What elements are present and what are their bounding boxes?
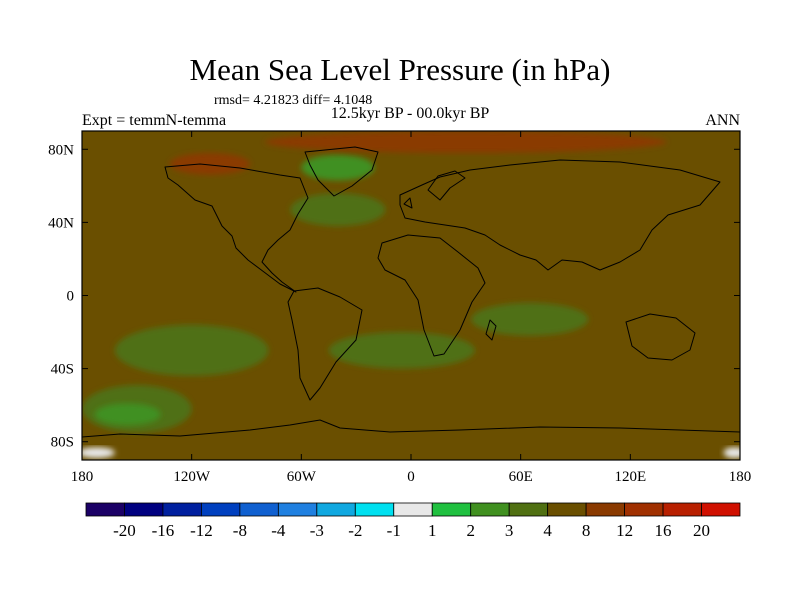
region-n-atlantic-3to4 — [290, 193, 386, 227]
colorbar-box — [701, 502, 741, 517]
y-tick-label: 80S — [51, 435, 74, 451]
region-arctic-8to12 — [264, 131, 667, 153]
colorbar-label: 1 — [428, 521, 437, 540]
coast-australia — [625, 313, 696, 361]
x-tick-label: 120E — [614, 469, 646, 485]
colorbar-label: -16 — [152, 521, 175, 540]
axis-ticks: 180 120W 60W 0 60E 120E 180 80N 40N 0 40S 80S — [48, 131, 751, 485]
colorbar-box — [585, 502, 625, 517]
colorbar-label: 3 — [505, 521, 514, 540]
y-tick-label: 40N — [48, 215, 74, 231]
colorbar-box — [124, 502, 164, 517]
x-tick-label: 0 — [407, 469, 415, 485]
colorbar-label: 20 — [693, 521, 710, 540]
region-antarctica-east-minus1to1 — [723, 447, 740, 459]
colorbar-box — [162, 502, 202, 517]
coast-antarctica — [82, 419, 740, 438]
region-eastern-pacific-3to4 — [114, 324, 269, 376]
x-tick-label: 120W — [173, 469, 211, 485]
region-southern-ocean-2to3 — [94, 403, 161, 426]
season-label: ANN — [705, 112, 740, 129]
x-tick-label: 60W — [287, 469, 317, 485]
coast-greenland — [304, 146, 379, 197]
colorbar-label: -12 — [190, 521, 213, 540]
coast-scandinavia — [427, 170, 466, 201]
chart-title: Mean Sea Level Pressure (in hPa) — [189, 52, 611, 87]
colorbar-label: -4 — [271, 521, 286, 540]
colorbar-label: 8 — [582, 521, 591, 540]
colorbar-box — [201, 502, 241, 517]
colorbar-label: -20 — [113, 521, 136, 540]
colorbar-label: 2 — [466, 521, 475, 540]
coast-madagascar — [485, 319, 497, 341]
x-tick-label: 180 — [729, 469, 752, 485]
colorbar-box — [354, 502, 395, 517]
map-background — [82, 131, 740, 460]
colorbar-label: -2 — [348, 521, 362, 540]
region-greenland-2to3 — [301, 154, 375, 181]
colorbar-label: 16 — [655, 521, 672, 540]
colorbar-box — [239, 502, 279, 517]
colorbar: -20 -16 -12 -8 -4 -3 -2 -1 1 2 3 4 8 12 16 20 — [85, 502, 741, 540]
x-tick-label: 60E — [509, 469, 533, 485]
region-indian-ocean-3to4 — [471, 302, 589, 336]
colorbar-box — [393, 502, 433, 517]
coast-south-america — [287, 287, 363, 401]
colorbar-box — [85, 502, 125, 517]
colorbar-box — [316, 502, 356, 517]
colorbar-box — [662, 502, 702, 517]
coast-north-america — [164, 163, 309, 293]
region-atlantic-south-3to4 — [328, 332, 475, 369]
x-tick-label: 180 — [71, 469, 94, 485]
y-tick-label: 80N — [48, 142, 74, 158]
coast-uk — [403, 197, 413, 209]
colorbar-box — [547, 502, 587, 517]
experiment-label: Expt = temmN-temma — [82, 112, 227, 129]
coastlines — [82, 146, 740, 438]
colorbar-label: -8 — [233, 521, 247, 540]
colorbar-box — [624, 502, 664, 517]
y-tick-label: 0 — [67, 289, 75, 305]
coast-eurasia — [399, 159, 721, 271]
colorbar-label: -3 — [310, 521, 324, 540]
colorbar-box — [470, 502, 510, 517]
region-canada-8to12 — [169, 152, 251, 175]
field-regions — [82, 131, 740, 459]
period-label: 12.5kyr BP - 00.0kyr BP — [330, 105, 490, 122]
region-antarctica-west-minus1to1 — [82, 447, 115, 459]
colorbar-box — [277, 502, 318, 517]
colorbar-label: -1 — [387, 521, 401, 540]
colorbar-box — [508, 502, 549, 517]
colorbar-label: 12 — [616, 521, 633, 540]
colorbar-box — [431, 502, 472, 517]
y-tick-label: 40S — [51, 362, 74, 378]
coast-africa — [377, 234, 486, 357]
stats-label: rmsd= 4.21823 diff= 4.1048 — [214, 93, 373, 108]
colorbar-label: 4 — [543, 521, 552, 540]
